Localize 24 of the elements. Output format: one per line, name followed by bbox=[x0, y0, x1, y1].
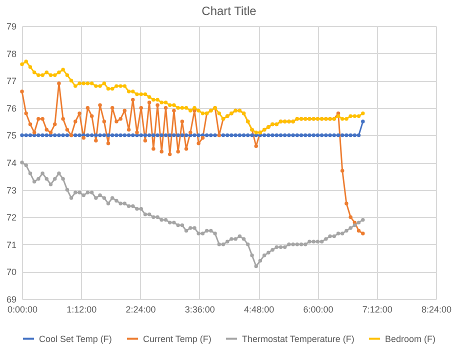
y-tick-label: 78 bbox=[6, 48, 16, 59]
chart-title: Chart Title bbox=[202, 4, 257, 18]
y-tick-label: 69 bbox=[6, 294, 16, 304]
x-tick-label: 1:12:00 bbox=[66, 304, 97, 314]
legend-label: Bedroom (F) bbox=[385, 334, 436, 344]
x-tick-label: 3:36:00 bbox=[184, 304, 215, 314]
legend-label: Cool Set Temp (F) bbox=[39, 334, 112, 344]
y-tick-label: 70 bbox=[6, 267, 16, 278]
y-tick-label: 72 bbox=[6, 212, 16, 223]
x-tick-label: 0:00:00 bbox=[7, 304, 38, 314]
y-tick-label: 75 bbox=[6, 130, 16, 141]
y-tick-label: 79 bbox=[6, 22, 16, 32]
y-tick-label: 73 bbox=[6, 185, 16, 196]
y-tick-label: 71 bbox=[6, 240, 16, 250]
x-tick-label: 6:00:00 bbox=[303, 304, 334, 314]
y-tick-label: 76 bbox=[6, 103, 16, 114]
legend-label: Current Temp (F) bbox=[143, 334, 212, 344]
x-tick-label: 8:24:00 bbox=[421, 304, 452, 314]
legend-label: Thermostat Temperature (F) bbox=[242, 334, 354, 344]
x-tick-label: 2:24:00 bbox=[126, 304, 156, 314]
x-tick-label: 7:12:00 bbox=[362, 304, 392, 314]
x-tick-label: 4:48:00 bbox=[244, 304, 274, 314]
y-tick-label: 77 bbox=[6, 76, 16, 86]
y-tick-label: 74 bbox=[6, 158, 16, 168]
